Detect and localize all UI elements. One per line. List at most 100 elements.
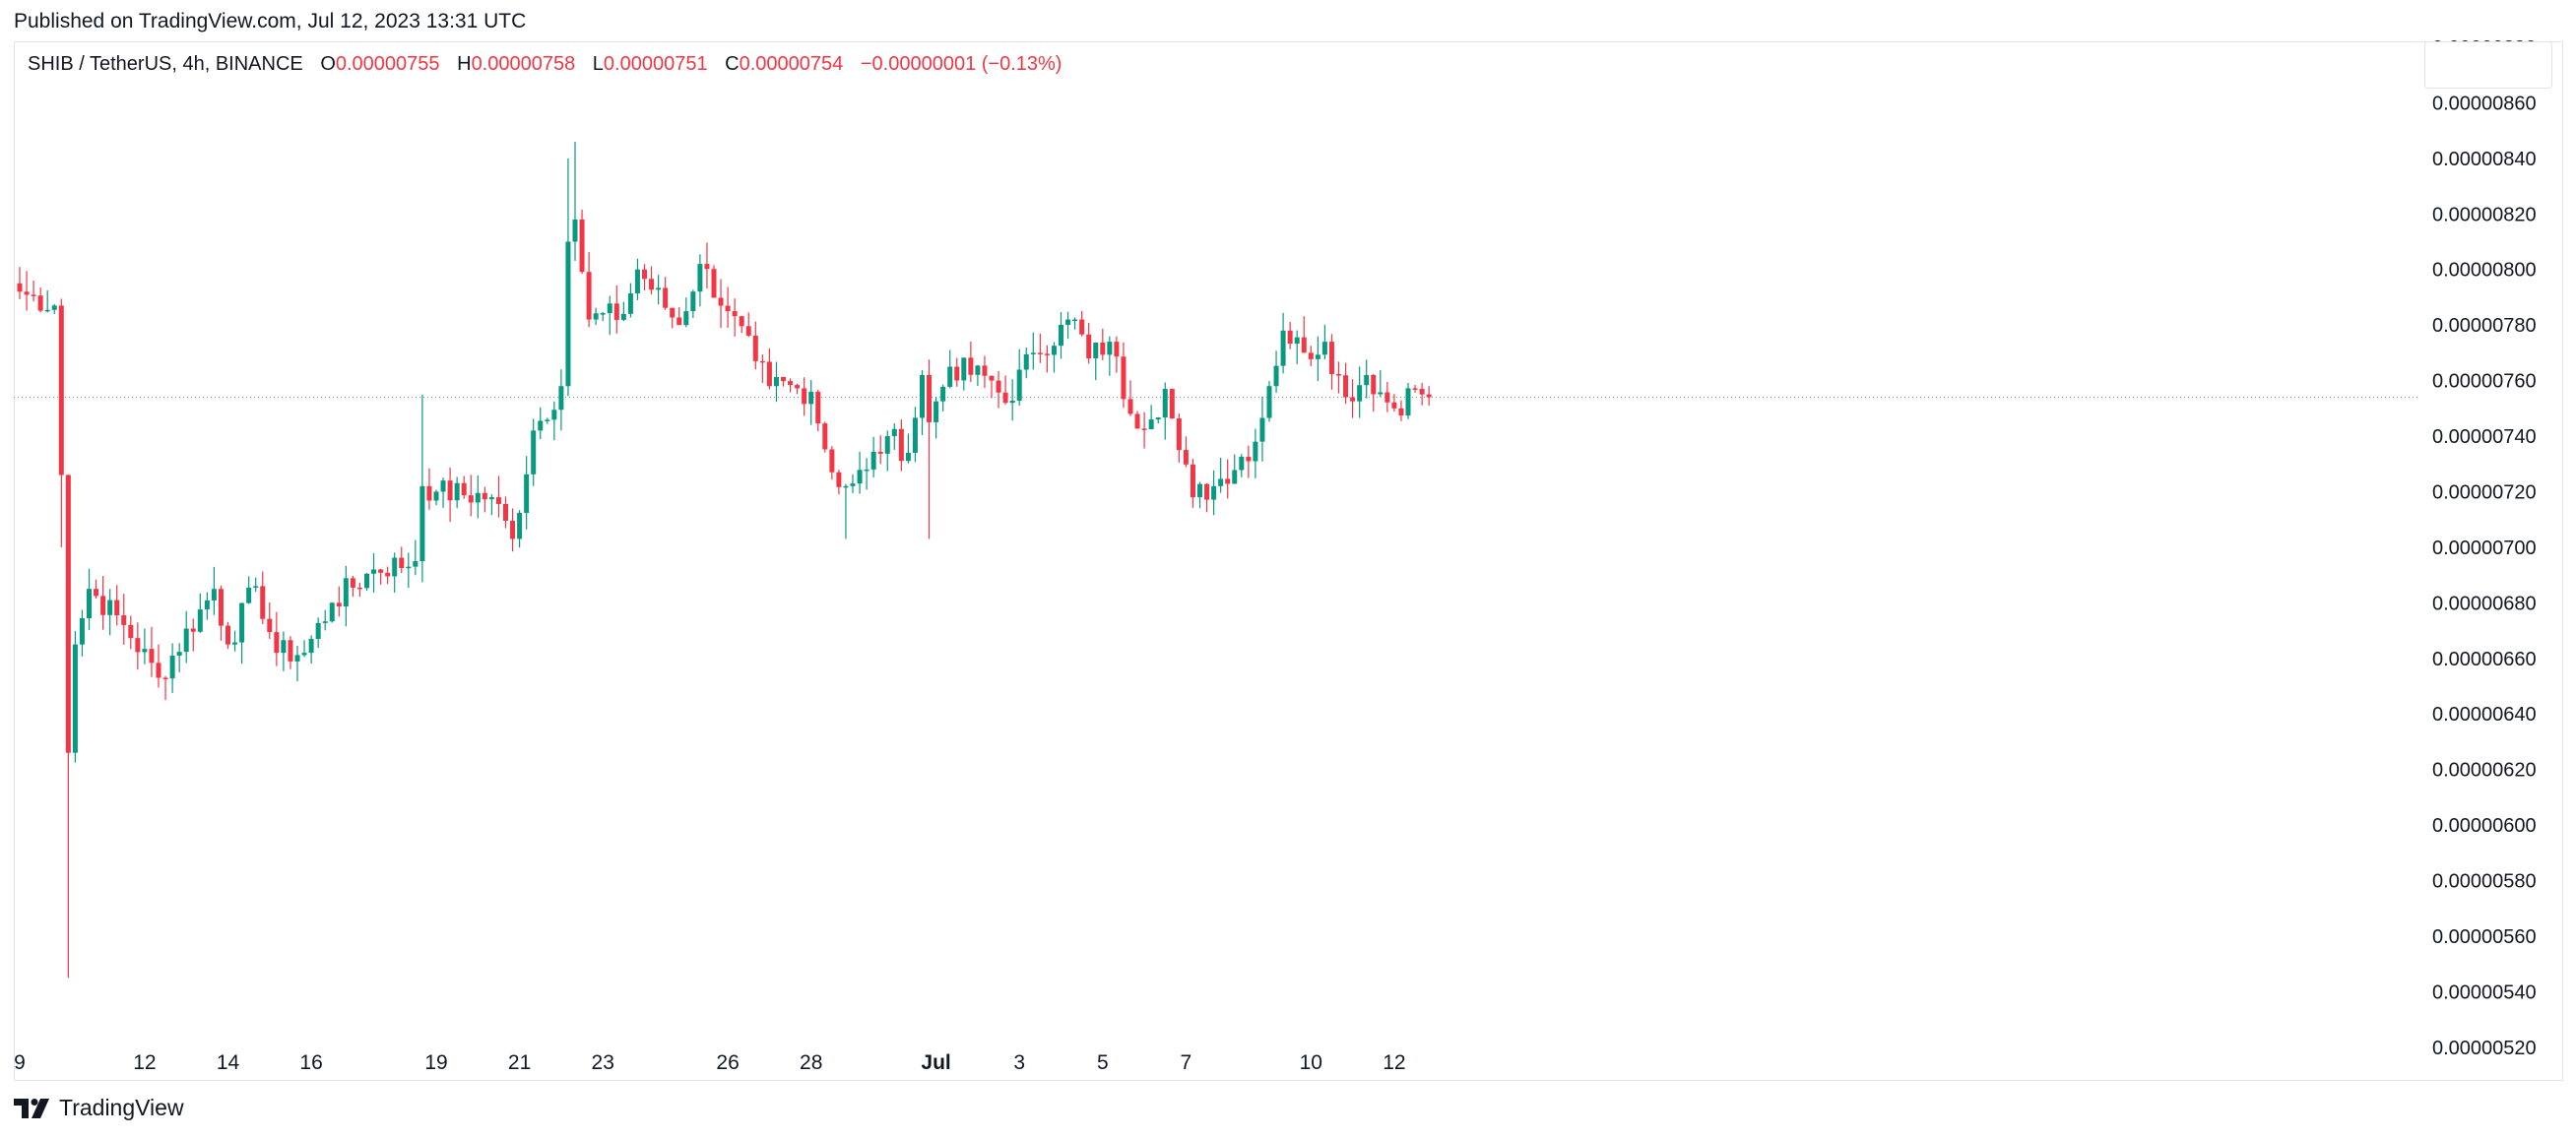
candle-body (149, 649, 155, 664)
candle-body (114, 600, 120, 616)
candle-body (927, 374, 933, 422)
candle-body (802, 388, 807, 405)
price-tick-label: 0.00000620 (2432, 760, 2537, 782)
candle-body (1148, 419, 1154, 430)
price-tick-label: 0.00000560 (2432, 926, 2537, 948)
candle-body (1086, 334, 1092, 359)
candle-body (912, 417, 918, 453)
candle-body (676, 317, 682, 326)
candle-body (1114, 342, 1120, 357)
candle-body (495, 497, 501, 504)
candle-body (1266, 386, 1272, 418)
candle-body (940, 386, 946, 402)
candle-body (288, 640, 293, 662)
candle-body (225, 625, 230, 645)
candle-body (100, 596, 106, 615)
candle-body (620, 313, 626, 320)
candle-body (440, 480, 446, 492)
candle-body (1364, 374, 1370, 386)
open-label: O (320, 53, 336, 75)
candle-body (745, 326, 751, 336)
candle-body (538, 420, 544, 431)
candle-body (857, 470, 863, 484)
price-tick-label: 0.00000740 (2432, 426, 2537, 448)
candle-body (670, 307, 676, 318)
price-tick-label: 0.00000580 (2432, 870, 2537, 892)
symbol-info: SHIB / TetherUS, 4h, BINANCE (28, 53, 303, 75)
candle-body (989, 375, 995, 381)
candle-body (322, 621, 328, 623)
candle-body (795, 385, 801, 389)
candle-body (1301, 337, 1307, 353)
candle-body (1280, 330, 1286, 366)
footer[interactable]: TradingView (14, 1095, 184, 1121)
candle-body (1287, 330, 1293, 345)
price-tick-label: 0.00000760 (2432, 371, 2537, 393)
candle-body (815, 391, 821, 424)
candle-body (1121, 356, 1127, 400)
price-axis[interactable]: 0.00000520 0.00000540 0.00000560 0.00000580… (2432, 37, 2537, 1059)
candle-body (558, 386, 564, 411)
candle-body (433, 491, 439, 501)
high-value: 0.00000758 (471, 53, 576, 75)
candle-body (1343, 375, 1349, 398)
candle-body (1426, 394, 1432, 398)
time-tick-label: 9 (14, 1051, 26, 1074)
candle-body (781, 377, 786, 382)
candle-body (315, 622, 321, 639)
candle-body (982, 365, 988, 376)
candle-body (1169, 389, 1175, 419)
time-tick-label: 16 (299, 1051, 322, 1074)
candle-body (718, 297, 724, 306)
candle-body (156, 663, 161, 678)
candle-body (31, 294, 36, 296)
candle-body (975, 365, 981, 375)
candle-body (1100, 342, 1106, 355)
candle-body (579, 219, 585, 273)
candle-body (1141, 428, 1147, 430)
price-scale-button[interactable] (2424, 41, 2552, 89)
candle-body (663, 287, 669, 308)
candle-body (954, 366, 960, 381)
ohlc-legend: SHIB / TetherUS, 4h, BINANCE O0.00000755… (28, 53, 1062, 76)
candle-body (1419, 389, 1425, 395)
candle-body (329, 602, 335, 622)
candle-body (385, 572, 391, 577)
candle-body (1002, 392, 1008, 404)
candle-body (752, 335, 758, 361)
candle-body (884, 436, 890, 454)
candle-body (905, 452, 911, 462)
candle-body (1072, 319, 1078, 322)
candle-body (898, 428, 904, 462)
candle-body (1016, 369, 1022, 402)
time-tick-label: 3 (1013, 1051, 1025, 1074)
candle-body (1336, 373, 1341, 376)
candle-body (468, 495, 474, 503)
candle-body (197, 609, 203, 632)
candle-body (1321, 342, 1327, 355)
candle-body (1204, 483, 1210, 500)
time-tick-label: 23 (592, 1051, 614, 1074)
candle-body (1412, 388, 1418, 390)
candle-body (503, 503, 508, 522)
candle-body (920, 374, 925, 418)
candle-body (169, 655, 175, 679)
candle-body (79, 618, 85, 645)
candle-body (356, 587, 362, 590)
candle-body (426, 485, 432, 501)
candle-body (1009, 401, 1015, 404)
candle-body (773, 377, 779, 387)
candle-body (1378, 392, 1384, 395)
candle-body (454, 482, 460, 501)
candle-body (343, 578, 349, 606)
candle-body (218, 589, 224, 626)
time-axis[interactable]: 9 12 14 16 19 21 23 26 28 Jul 3 5 7 10 12 (14, 1051, 1405, 1074)
candle-body (732, 311, 738, 317)
candle-body (1107, 342, 1113, 355)
time-tick-label: 14 (217, 1051, 240, 1074)
candle-body (253, 586, 259, 588)
candle-body (704, 264, 710, 270)
chart-pane[interactable] (14, 41, 2563, 1081)
candle-body (607, 303, 612, 314)
